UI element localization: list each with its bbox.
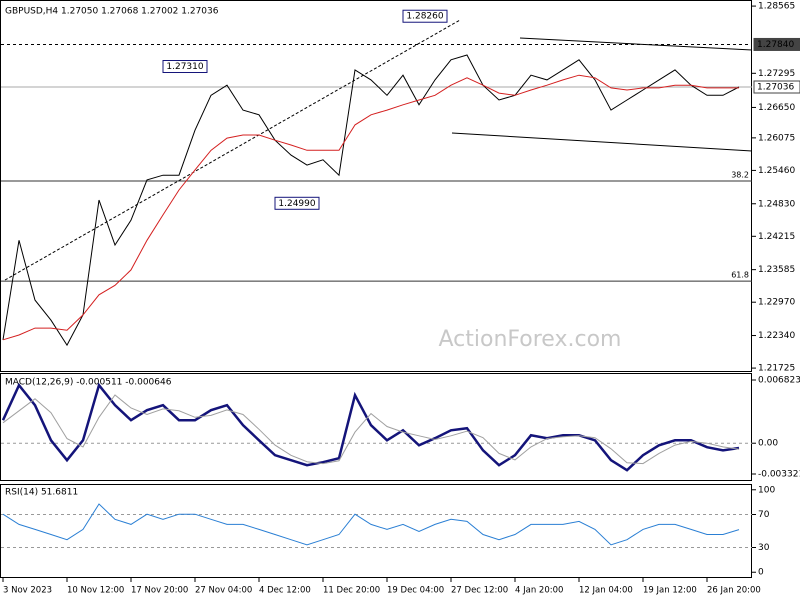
annotation-box	[274, 196, 320, 210]
fib-label: 61.8	[731, 271, 749, 280]
channel-top	[519, 37, 753, 51]
annotation-box	[162, 60, 208, 74]
x-tick-label: 27 Dec 12:00	[451, 586, 508, 596]
y-tick-label: 1.25460	[758, 166, 795, 176]
x-tick-label: 4 Jan 20:00	[515, 586, 563, 596]
rsi-panel	[0, 484, 752, 578]
fib-label: 38.2	[731, 171, 749, 180]
x-tick-label: 17 Nov 20:00	[131, 586, 188, 596]
price-panel	[0, 0, 752, 372]
y-tick-label: 70	[758, 510, 770, 520]
price-box	[753, 80, 800, 94]
y-tick-label: 1.26075	[758, 133, 795, 143]
y-tick-label: 0.00	[758, 439, 778, 449]
y-tick-label: 0	[758, 568, 764, 578]
rsi-title: RSI(14) 51.6811	[5, 488, 78, 498]
series-line	[2, 74, 739, 341]
trend-line	[4, 19, 461, 281]
annotation-label: 1.28260	[406, 12, 443, 22]
y-tick-label: 100	[758, 485, 775, 495]
series-line	[2, 394, 740, 465]
y-tick-label: 30	[758, 543, 770, 553]
series-line	[1, 382, 740, 472]
series-line	[2, 503, 740, 546]
y-tick-label: 1.24215	[758, 232, 795, 242]
x-tick-label: 12 Jan 04:00	[579, 586, 633, 596]
y-tick-label: 0.006823	[758, 376, 800, 386]
x-tick-label: 19 Jan 12:00	[643, 586, 697, 596]
price-box-label: 1.27036	[757, 83, 794, 93]
y-tick-label: 1.24830	[758, 199, 795, 209]
y-tick-label: -0.003321	[758, 469, 800, 479]
x-tick-label: 10 Nov 12:00	[67, 586, 124, 596]
y-tick-label: 1.26650	[758, 103, 795, 113]
y-tick-label: 1.27295	[758, 69, 795, 79]
annotation-label: 1.24990	[278, 199, 315, 209]
y-tick-label: 1.21725	[758, 364, 795, 374]
annotation-box	[402, 9, 448, 23]
price-title: GBPUSD,H4 1.27050 1.27068 1.27002 1.2703…	[5, 7, 219, 17]
x-tick-label: 26 Jan 20:00	[707, 586, 761, 596]
x-tick-label: 27 Nov 04:00	[195, 586, 252, 596]
y-tick-label: 1.22970	[758, 298, 795, 308]
y-tick-label: 1.28565	[758, 2, 795, 12]
y-tick-label: 1.22340	[758, 331, 795, 341]
macd-title: MACD(12,26,9) -0.000511 -0.000646	[5, 378, 172, 388]
x-tick-label: 3 Nov 2023	[3, 586, 52, 596]
annotation-label: 1.27310	[166, 62, 203, 72]
macd-panel	[0, 373, 752, 481]
channel-bottom	[451, 132, 753, 152]
x-tick-label: 11 Dec 20:00	[323, 586, 380, 596]
price-box	[753, 37, 800, 51]
watermark: ActionForex.com	[439, 327, 622, 352]
series-line	[2, 54, 740, 347]
x-tick-label: 19 Dec 04:00	[387, 586, 444, 596]
y-tick-label: 1.23585	[758, 265, 795, 275]
price-box-label: 1.27840	[757, 40, 794, 50]
x-tick-label: 4 Dec 12:00	[259, 586, 311, 596]
